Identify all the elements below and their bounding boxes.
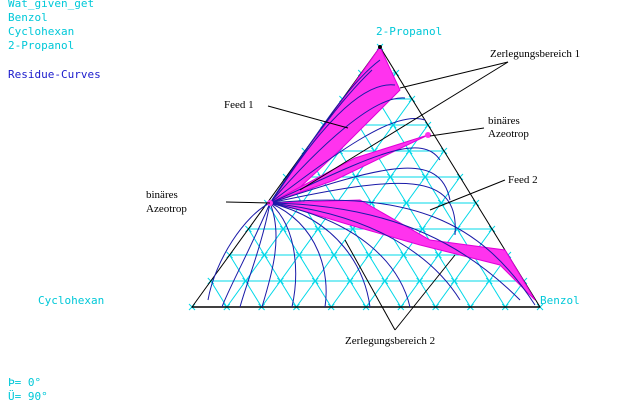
header-title: Residue-Curves — [8, 68, 101, 81]
leader-feed2 — [429, 179, 506, 211]
grid-marker — [311, 277, 319, 285]
leader-azeo-left — [225, 201, 271, 204]
grid-marker — [365, 251, 373, 259]
residue-curve — [269, 118, 426, 204]
residue-curve — [269, 59, 381, 204]
leader-azeo-right — [429, 127, 485, 137]
residue-curves — [207, 59, 536, 308]
residue-curve — [269, 202, 411, 308]
residue-curve — [269, 202, 327, 308]
grid-line-diagonal-b — [210, 280, 228, 308]
label-azeotrop-right-2: Azeotrop — [488, 128, 529, 140]
residue-curve — [269, 182, 456, 236]
grid-marker — [485, 277, 493, 285]
header-line-1: Wat_given_get — [8, 0, 94, 10]
label-zerlegungsbereich-1: Zerlegungsbereich 1 — [490, 48, 580, 60]
grid-marker — [277, 277, 284, 285]
label-zerlegungsbereich-2: Zerlegungsbereich 2 — [345, 335, 435, 347]
grid-marker — [279, 225, 287, 233]
leader-zerlegung2-b — [394, 254, 456, 331]
label-azeotrop-left-1: binäres — [146, 189, 178, 201]
grid-marker — [403, 199, 410, 207]
residue-curve — [269, 167, 451, 204]
residue-curve — [239, 202, 271, 308]
distillation-region-2 — [269, 199, 536, 301]
grid-line-diagonal-a — [435, 228, 493, 308]
leader-zerlegung1-b — [299, 61, 509, 191]
grid-marker — [295, 251, 303, 259]
grid-line-diagonal-b — [285, 176, 367, 308]
leader-feed1 — [267, 105, 349, 129]
residue-curve — [269, 202, 371, 308]
label-feed-1: Feed 1 — [224, 99, 254, 111]
residue-curve — [261, 202, 277, 308]
grid-marker — [314, 225, 322, 233]
vertex-label-top: 2-Propanol — [376, 25, 442, 38]
residue-curve — [221, 202, 271, 308]
residue-curve — [269, 202, 521, 301]
label-azeotrop-left-2: Azeotrop — [146, 203, 187, 215]
vertex-label-left: Cyclohexan — [38, 294, 104, 307]
angle-readout-1: Þ= 0° — [8, 376, 41, 389]
grid-line-diagonal-b — [360, 72, 506, 308]
header-line-2: Benzol — [8, 11, 48, 24]
grid-marker — [421, 173, 429, 181]
grid-marker — [346, 277, 354, 285]
leader-zerlegung2-a — [344, 239, 396, 331]
angle-readout-2: Ü= 90° — [8, 390, 48, 403]
residue-curve — [207, 202, 271, 301]
residue-curve — [269, 199, 536, 306]
label-azeotrop-right-1: binäres — [488, 115, 520, 127]
vertex-point-top — [378, 45, 382, 49]
residue-curve — [269, 69, 373, 204]
grid-marker — [435, 251, 442, 259]
leader-zerlegung1-a — [399, 61, 509, 89]
grid-marker — [349, 225, 357, 233]
residue-curve — [269, 202, 297, 308]
header-line-4: 2-Propanol — [8, 39, 74, 52]
header-line-3: Cyclohexan — [8, 25, 74, 38]
binary-azeotrope-point-right — [425, 132, 431, 138]
grid-marker — [451, 277, 458, 285]
grid-marker — [400, 251, 407, 259]
grid-marker — [405, 147, 413, 155]
grid-marker — [330, 251, 338, 259]
grid-marker — [387, 173, 394, 181]
grid-marker — [381, 277, 389, 285]
vertex-label-right: Benzol — [540, 294, 580, 307]
grid-marker — [261, 251, 268, 259]
label-feed-2: Feed 2 — [508, 174, 538, 186]
grid-marker — [389, 121, 397, 129]
grid-marker — [416, 277, 423, 285]
residue-curve — [269, 202, 461, 301]
